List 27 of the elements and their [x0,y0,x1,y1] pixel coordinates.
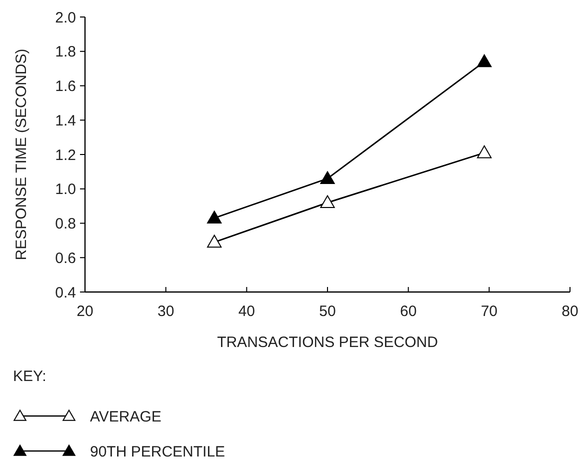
y-tick-label: 1.4 [55,112,76,130]
x-tick-label: 20 [76,303,94,320]
x-tick-label: 70 [480,303,498,320]
y-tick-label: 0.4 [55,284,76,302]
point [477,145,492,158]
point [207,234,222,248]
y-tick-label: 1.0 [55,181,76,198]
x-tick-label: 60 [400,303,417,320]
y-tick-label: 0.6 [55,250,76,267]
x-tick-label: 80 [562,303,578,320]
x-axis-title: TRANSACTIONS PER SECOND [217,334,438,351]
point [320,171,335,184]
x-tick-label: 40 [238,303,256,320]
legend-label: AVERAGE [90,408,162,426]
x-tick-label: 50 [319,303,336,320]
y-tick-label: 0.8 [55,216,76,232]
legend-title: KEY: [13,368,46,385]
y-tick-label: 1.8 [55,44,76,61]
x-tick-label: 30 [157,303,174,320]
y-tick-label: 1.2 [55,146,76,164]
y-tick-label: 2.0 [55,9,76,26]
y-tick-label: 1.6 [55,78,76,95]
y-axis-title: RESPONSE TIME (SECONDS) [13,48,30,260]
point [207,210,222,224]
legend-label: 90TH PERCENTILE [90,443,226,460]
point [477,54,492,68]
point [320,195,335,208]
